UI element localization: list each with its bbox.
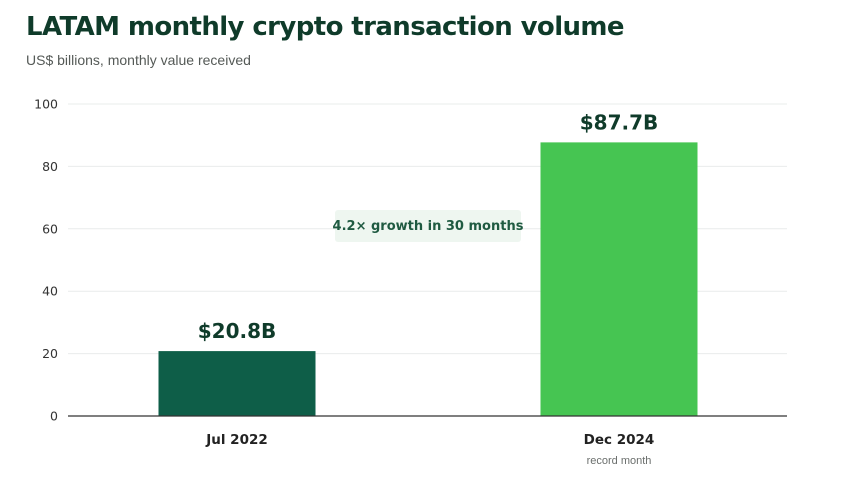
growth-annotation-text: 4.2× growth in 30 months [332,218,524,234]
chart-subtitle: US$ billions, monthly value received [26,52,251,68]
x-tick-note: record month [587,455,652,467]
bar-1 [540,142,698,416]
chart-title: LATAM monthly crypto transaction volume [26,12,625,42]
data-label: $87.7B [580,110,659,134]
bars [158,142,698,416]
y-tick-label: 100 [34,97,58,112]
data-label: $20.8B [198,319,277,343]
y-tick-label: 60 [42,221,58,236]
y-tick-label: 80 [42,159,58,174]
data-labels: $20.8B $87.7B [198,110,659,343]
y-tick-label: 20 [42,346,58,361]
y-tick-label: 0 [50,409,58,424]
growth-annotation: 4.2× growth in 30 months [332,210,524,242]
x-axis-labels: Jul 2022 Dec 2024 record month [205,432,654,467]
y-tick-label: 40 [42,284,58,299]
x-tick-label: Dec 2024 [584,432,655,448]
bar-0 [158,351,316,416]
x-tick-label: Jul 2022 [205,432,268,448]
y-axis-ticks: 0 20 40 60 80 100 [34,97,58,424]
